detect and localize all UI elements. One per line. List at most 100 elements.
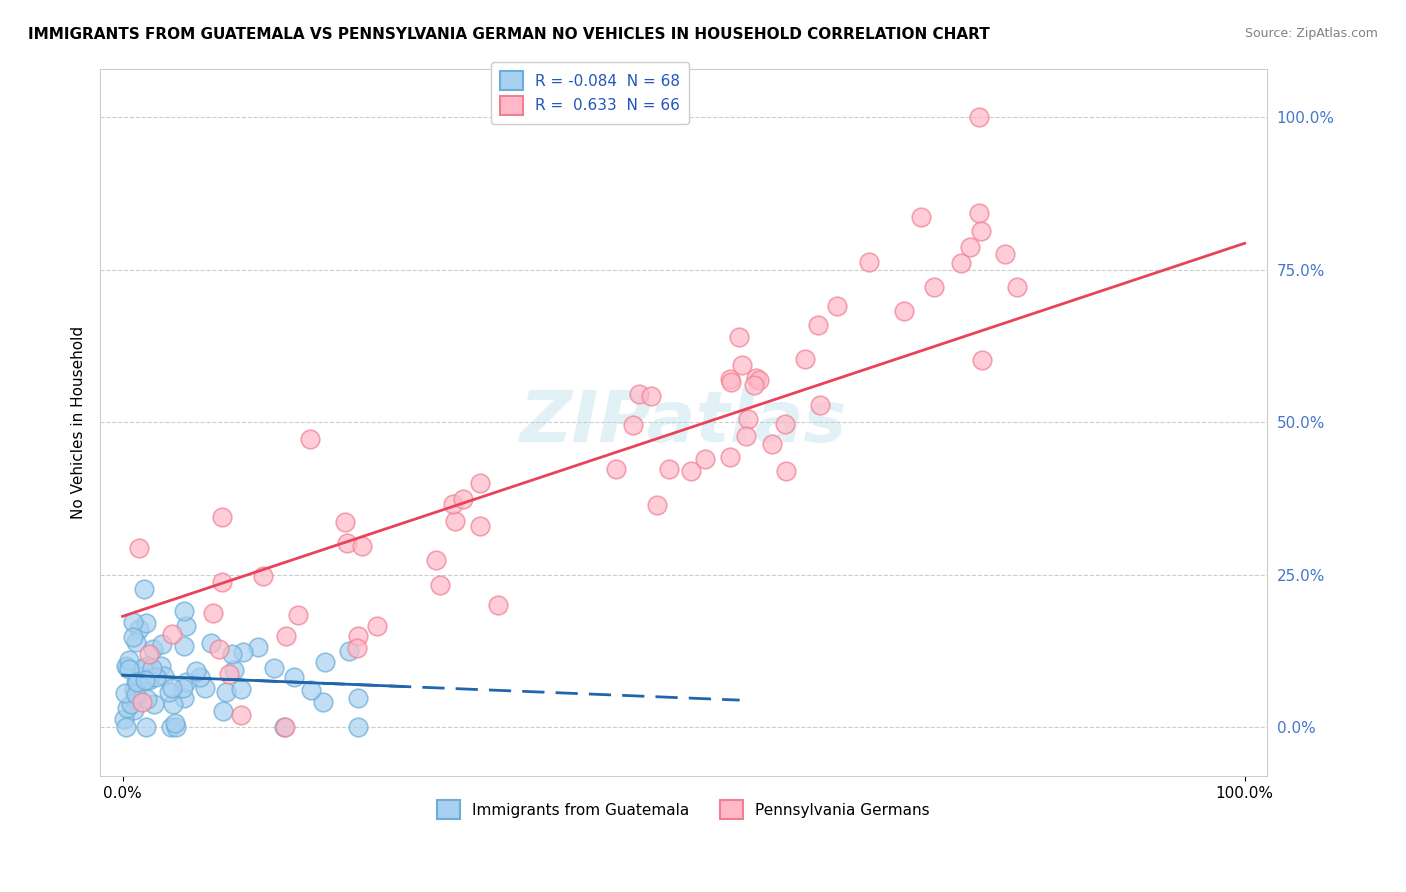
Point: [366, 619, 388, 633]
Point: [211, 575, 233, 590]
Point: [246, 640, 269, 654]
Point: [658, 462, 681, 476]
Point: [893, 304, 915, 318]
Point: [138, 648, 160, 662]
Y-axis label: No Vehicles in Household: No Vehicles in Household: [72, 326, 86, 519]
Point: [745, 370, 768, 384]
Point: [124, 690, 146, 705]
Point: [222, 663, 245, 677]
Point: [969, 224, 991, 238]
Point: [136, 672, 159, 686]
Point: [132, 582, 155, 596]
Point: [114, 720, 136, 734]
Point: [136, 691, 159, 706]
Point: [969, 111, 991, 125]
Point: [131, 695, 153, 709]
Point: [208, 642, 231, 657]
Point: [229, 708, 252, 723]
Point: [172, 681, 194, 696]
Point: [451, 491, 474, 506]
Point: [141, 661, 163, 675]
Point: [165, 715, 187, 730]
Point: [775, 464, 797, 478]
Point: [720, 450, 742, 464]
Point: [138, 673, 160, 688]
Point: [441, 497, 464, 511]
Point: [350, 539, 373, 553]
Point: [150, 637, 173, 651]
Point: [621, 418, 644, 433]
Point: [127, 668, 149, 682]
Point: [134, 673, 156, 688]
Point: [339, 644, 361, 658]
Point: [333, 515, 356, 529]
Point: [162, 697, 184, 711]
Point: [118, 662, 141, 676]
Point: [807, 318, 830, 333]
Point: [215, 685, 238, 699]
Point: [969, 206, 991, 220]
Point: [145, 670, 167, 684]
Point: [679, 464, 702, 478]
Point: [298, 433, 321, 447]
Point: [114, 658, 136, 673]
Point: [276, 629, 298, 643]
Point: [160, 720, 183, 734]
Point: [143, 697, 166, 711]
Point: [949, 256, 972, 270]
Point: [125, 687, 148, 701]
Point: [202, 606, 225, 620]
Point: [827, 299, 849, 313]
Point: [112, 712, 135, 726]
Point: [188, 670, 211, 684]
Text: ZIPatlas: ZIPatlas: [520, 388, 848, 457]
Point: [200, 636, 222, 650]
Point: [742, 378, 765, 392]
Point: [157, 685, 180, 699]
Point: [794, 351, 817, 366]
Point: [910, 211, 932, 225]
Point: [128, 541, 150, 555]
Point: [221, 647, 243, 661]
Point: [444, 514, 467, 528]
Point: [173, 639, 195, 653]
Point: [748, 373, 770, 387]
Point: [336, 536, 359, 550]
Point: [645, 498, 668, 512]
Point: [287, 608, 309, 623]
Point: [121, 630, 143, 644]
Point: [118, 653, 141, 667]
Point: [718, 372, 741, 386]
Point: [627, 386, 650, 401]
Point: [218, 667, 240, 681]
Point: [127, 674, 149, 689]
Point: [136, 659, 159, 673]
Text: Source: ZipAtlas.com: Source: ZipAtlas.com: [1244, 27, 1378, 40]
Point: [174, 619, 197, 633]
Point: [429, 578, 451, 592]
Point: [922, 279, 945, 293]
Point: [115, 659, 138, 673]
Point: [149, 659, 172, 673]
Point: [135, 615, 157, 630]
Point: [959, 240, 981, 254]
Point: [252, 568, 274, 582]
Point: [152, 669, 174, 683]
Point: [142, 642, 165, 657]
Point: [695, 451, 717, 466]
Point: [211, 510, 233, 524]
Point: [212, 704, 235, 718]
Point: [165, 720, 187, 734]
Point: [346, 640, 368, 655]
Point: [173, 690, 195, 705]
Point: [347, 720, 370, 734]
Legend: Immigrants from Guatemala, Pennsylvania Germans: Immigrants from Guatemala, Pennsylvania …: [432, 794, 936, 825]
Point: [273, 720, 295, 734]
Point: [735, 429, 758, 443]
Point: [972, 353, 994, 368]
Point: [346, 690, 368, 705]
Point: [115, 701, 138, 715]
Point: [160, 681, 183, 696]
Point: [232, 645, 254, 659]
Point: [125, 635, 148, 649]
